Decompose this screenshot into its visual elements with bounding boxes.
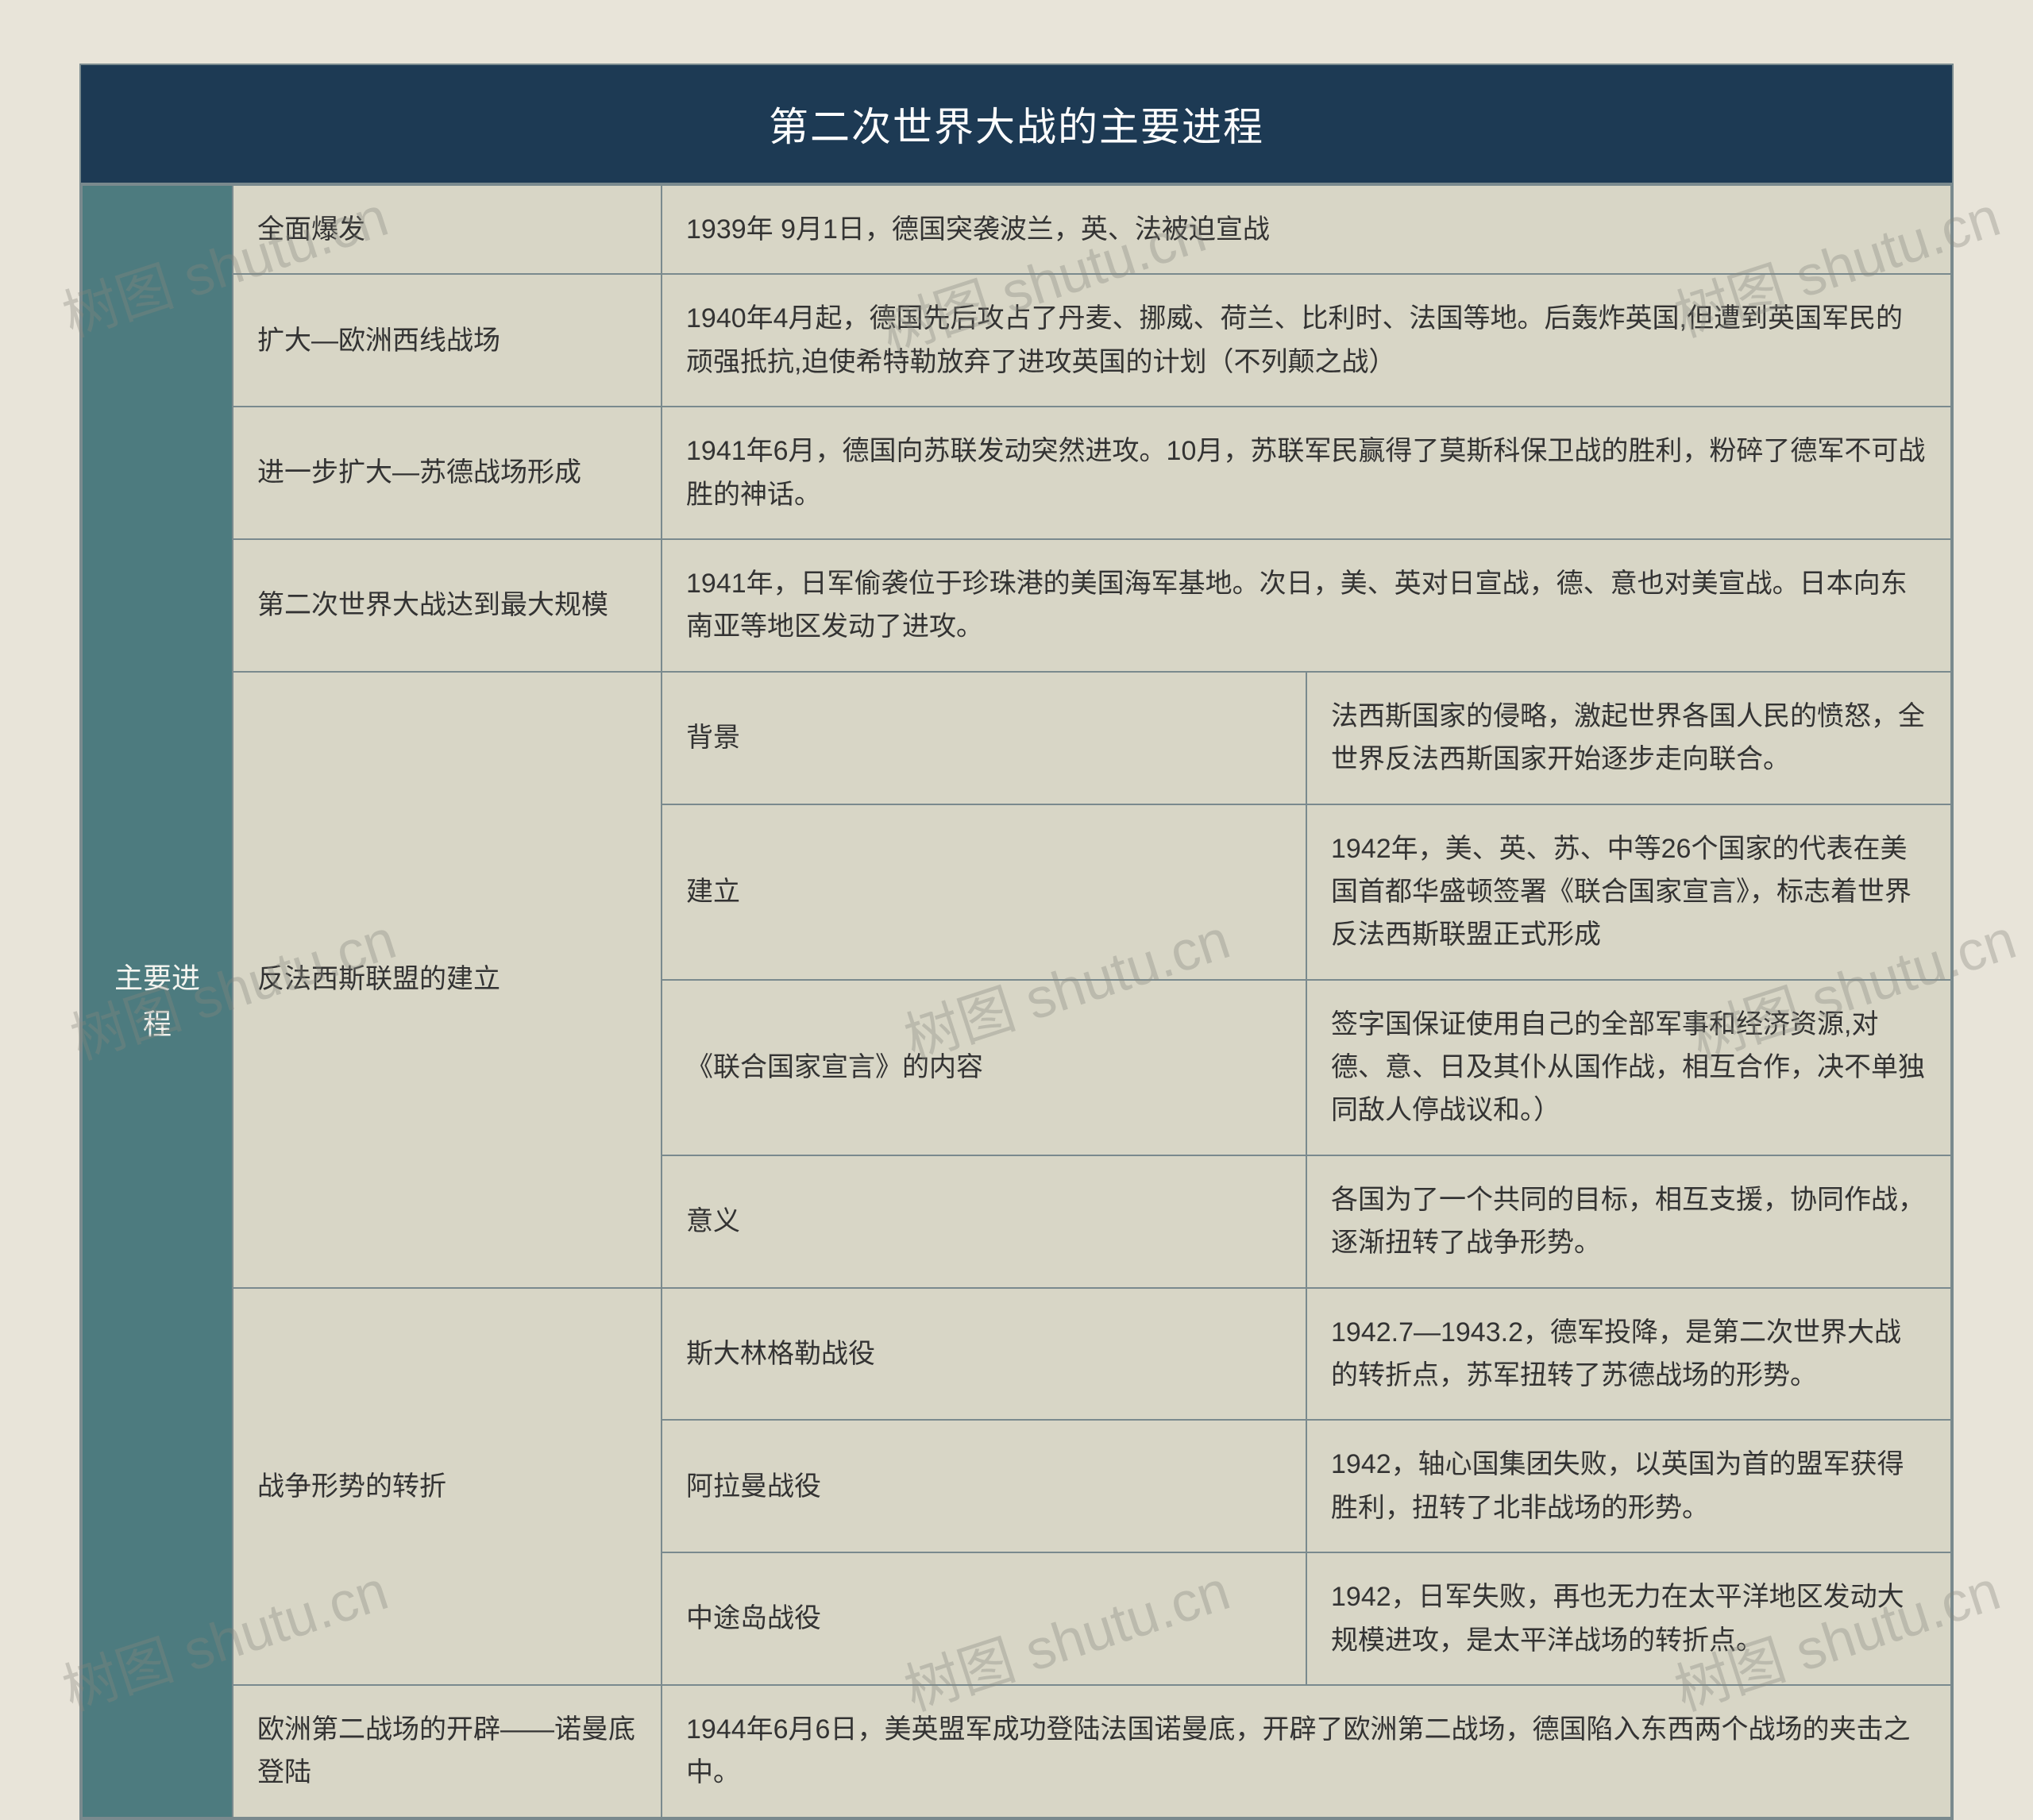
phase-cell: 反法西斯联盟的建立 bbox=[233, 672, 662, 1288]
table-row: 反法西斯联盟的建立 背景 法西斯国家的侵略，激起世界各国人民的愤怒，全世界反法西… bbox=[82, 672, 1951, 804]
detail-cell: 1939年 9月1日，德国突袭波兰，英、法被迫宣战 bbox=[662, 185, 1951, 274]
detail-cell: 1941年，日军偷袭位于珍珠港的美国海军基地。次日，美、英对日宣战，德、意也对美… bbox=[662, 539, 1951, 672]
detail-cell: 1942，日军失败，再也无力在太平洋地区发动大规模进攻，是太平洋战场的转折点。 bbox=[1306, 1552, 1951, 1685]
table-row: 扩大—欧洲西线战场 1940年4月起，德国先后攻占了丹麦、挪威、荷兰、比利时、法… bbox=[82, 274, 1951, 407]
detail-cell: 1941年6月，德国向苏联发动突然进攻。10月，苏联军民赢得了莫斯科保卫战的胜利… bbox=[662, 407, 1951, 539]
phase-cell: 扩大—欧洲西线战场 bbox=[233, 274, 662, 407]
sub-cell: 中途岛战役 bbox=[662, 1552, 1306, 1685]
phase-cell: 全面爆发 bbox=[233, 185, 662, 274]
table-row: 主要进程 全面爆发 1939年 9月1日，德国突袭波兰，英、法被迫宣战 bbox=[82, 185, 1951, 274]
phase-cell: 进一步扩大—苏德战场形成 bbox=[233, 407, 662, 539]
sub-cell: 阿拉曼战役 bbox=[662, 1420, 1306, 1552]
phase-cell: 战争形势的转折 bbox=[233, 1288, 662, 1685]
detail-cell: 签字国保证使用自己的全部军事和经济资源,对德、意、日及其仆从国作战，相互合作，决… bbox=[1306, 980, 1951, 1155]
sub-cell: 意义 bbox=[662, 1155, 1306, 1288]
detail-cell: 1942.7—1943.2，德军投降，是第二次世界大战的转折点，苏军扭转了苏德战… bbox=[1306, 1288, 1951, 1421]
phase-cell: 欧洲第二战场的开辟——诺曼底登陆 bbox=[233, 1685, 662, 1818]
table-row: 第二次世界大战达到最大规模 1941年，日军偷袭位于珍珠港的美国海军基地。次日，… bbox=[82, 539, 1951, 672]
detail-cell: 1942年，美、英、苏、中等26个国家的代表在美国首都华盛顿签署《联合国家宣言》… bbox=[1306, 804, 1951, 980]
table-container: 第二次世界大战的主要进程 主要进程 全面爆发 1939年 9月1日，德国突袭波兰… bbox=[79, 64, 1954, 1820]
table-row: 欧洲第二战场的开辟——诺曼底登陆 1944年6月6日，美英盟军成功登陆法国诺曼底… bbox=[82, 1685, 1951, 1818]
sub-cell: 斯大林格勒战役 bbox=[662, 1288, 1306, 1421]
side-label: 主要进程 bbox=[82, 185, 233, 1818]
detail-cell: 1944年6月6日，美英盟军成功登陆法国诺曼底，开辟了欧洲第二战场，德国陷入东西… bbox=[662, 1685, 1951, 1818]
detail-cell: 法西斯国家的侵略，激起世界各国人民的愤怒，全世界反法西斯国家开始逐步走向联合。 bbox=[1306, 672, 1951, 804]
table-row: 战争形势的转折 斯大林格勒战役 1942.7—1943.2，德军投降，是第二次世… bbox=[82, 1288, 1951, 1421]
phase-cell: 第二次世界大战达到最大规模 bbox=[233, 539, 662, 672]
sub-cell: 建立 bbox=[662, 804, 1306, 980]
detail-cell: 各国为了一个共同的目标，相互支援，协同作战，逐渐扭转了战争形势。 bbox=[1306, 1155, 1951, 1288]
detail-cell: 1940年4月起，德国先后攻占了丹麦、挪威、荷兰、比利时、法国等地。后轰炸英国,… bbox=[662, 274, 1951, 407]
sub-cell: 背景 bbox=[662, 672, 1306, 804]
table-title: 第二次世界大战的主要进程 bbox=[81, 65, 1952, 184]
detail-cell: 1942，轴心国集团失败，以英国为首的盟军获得胜利，扭转了北非战场的形势。 bbox=[1306, 1420, 1951, 1552]
table-row: 进一步扩大—苏德战场形成 1941年6月，德国向苏联发动突然进攻。10月，苏联军… bbox=[82, 407, 1951, 539]
sub-cell: 《联合国家宣言》的内容 bbox=[662, 980, 1306, 1155]
content-table: 主要进程 全面爆发 1939年 9月1日，德国突袭波兰，英、法被迫宣战 扩大—欧… bbox=[81, 184, 1952, 1818]
